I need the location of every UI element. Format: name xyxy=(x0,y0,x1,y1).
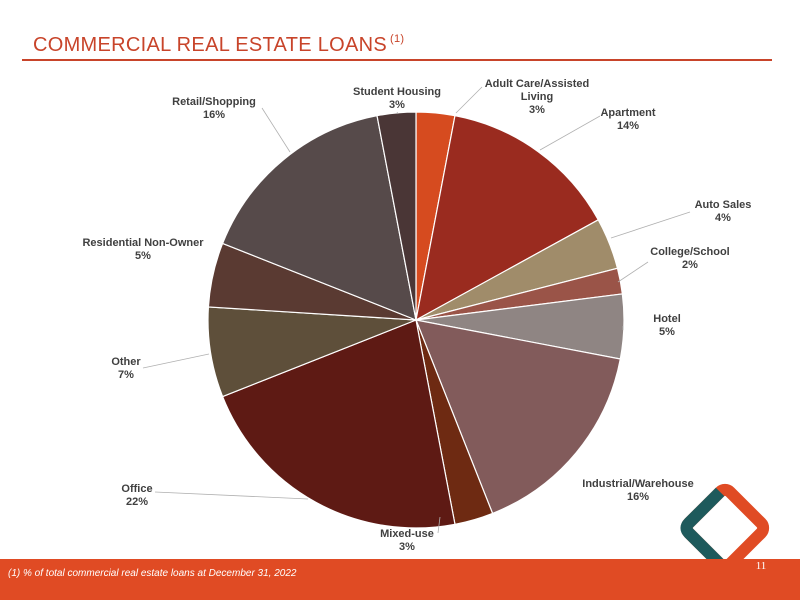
slice-label-apartment: Apartment 14% xyxy=(600,107,655,132)
slice-label-industrial-warehouse: Industrial/Warehouse 16% xyxy=(582,478,693,503)
slice-label-hotel: Hotel 5% xyxy=(653,313,681,338)
slice-label-college-school: College/School 2% xyxy=(650,246,729,271)
page-title: COMMERCIAL REAL ESTATE LOANS (1) xyxy=(33,33,404,57)
slice-label-retail-shopping: Retail/Shopping 16% xyxy=(172,96,256,121)
slice-label-auto-sales: Auto Sales 4% xyxy=(695,199,752,224)
leader-line-mixed-use xyxy=(437,516,441,534)
slice-label-mixed-use: Mixed-use 3% xyxy=(380,528,434,553)
leader-line-student-housing xyxy=(396,111,399,115)
leader-line-other xyxy=(142,353,210,369)
pie-slice-office xyxy=(221,319,456,529)
leader-line-college-school xyxy=(617,261,649,283)
footnote: (1) % of total commercial real estate lo… xyxy=(8,568,297,579)
title-footnote-marker: (1) xyxy=(390,33,405,45)
title-divider xyxy=(22,59,772,61)
pie-slice-apartment xyxy=(415,114,600,322)
slice-label-student-housing: Student Housing 3% xyxy=(353,86,441,111)
slice-label-adult-care-assisted-living: Adult Care/Assisted Living 3% xyxy=(485,78,590,116)
page-title-text: COMMERCIAL REAL ESTATE LOANS xyxy=(33,34,388,56)
leader-line-auto-sales xyxy=(610,211,691,239)
pie-slice-student-housing xyxy=(376,111,417,321)
slice-label-office: Office 22% xyxy=(121,483,152,508)
footer-bar xyxy=(0,559,800,600)
pie-slice-retail-shopping xyxy=(221,114,417,321)
leader-line-office xyxy=(154,491,309,500)
leader-line-retail-shopping xyxy=(261,107,291,153)
page-number: 11 xyxy=(755,560,767,572)
leader-line-apartment xyxy=(539,115,601,151)
pie-chart: Adult Care/Assisted Living 3% Apartment 14% A… xyxy=(82,78,752,553)
pie-slice-industrial-warehouse xyxy=(415,319,622,515)
slice-label-residential-non-owner: Residential Non-Owner 5% xyxy=(82,237,204,262)
slice-label-other: Other 7% xyxy=(111,356,141,381)
leader-line-adult-care-assisted-living xyxy=(455,86,483,114)
